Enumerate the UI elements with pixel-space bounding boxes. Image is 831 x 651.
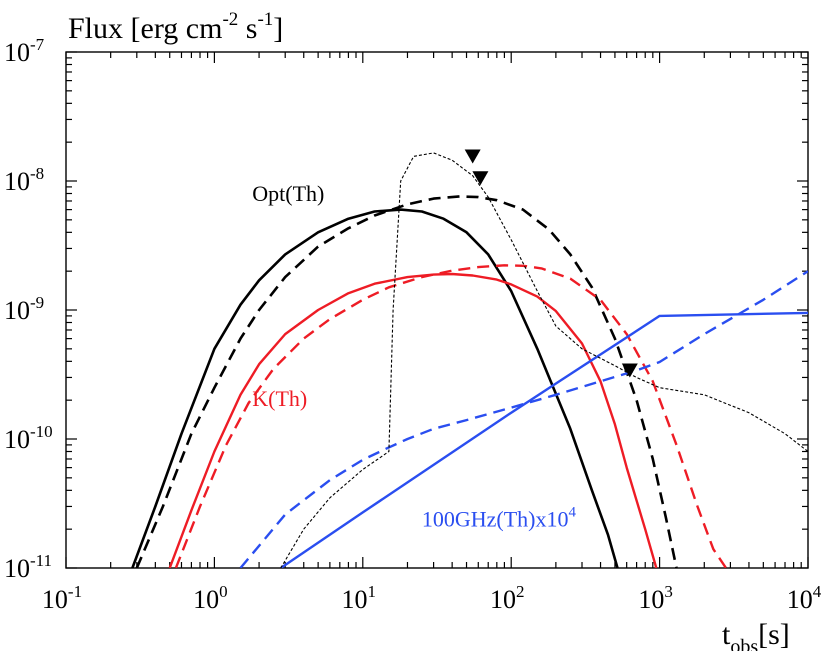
x-tick-label: 101 bbox=[342, 582, 377, 614]
upper-limit-marker bbox=[464, 149, 481, 164]
series-line-observed-thin-dashed bbox=[280, 152, 808, 568]
y-tick-label: 10-8 bbox=[4, 164, 44, 196]
series-label-100ghz-th-x10: 100GHz(Th)x104 bbox=[422, 504, 577, 531]
axes: 10-1 100 101 102 103 104 10-11 10-10 10-9 10-8 10-… bbox=[4, 35, 822, 614]
x-axis-title: tobs[s] bbox=[722, 618, 790, 651]
x-tick-label: 10-1 bbox=[42, 582, 82, 614]
x-tick-label: 102 bbox=[490, 582, 525, 614]
text-group: Opt(Th) K(Th) 100GHz(Th)x104 Flux [erg cm-2… bbox=[68, 9, 790, 651]
series-line-100ghz-th-x10-4-solid bbox=[280, 311, 808, 568]
series-group bbox=[131, 152, 808, 568]
y-tick-label: 10-10 bbox=[4, 422, 53, 454]
upper-limits-group bbox=[464, 149, 638, 378]
x-tick-label: 104 bbox=[787, 582, 822, 614]
series-line-100ghz-th-x10-4-dashed bbox=[239, 270, 808, 568]
upper-limit-marker bbox=[472, 171, 489, 186]
x-tick-label: 103 bbox=[638, 582, 673, 614]
series-label-k-th: K(Th) bbox=[252, 386, 307, 411]
x-tick-label: 100 bbox=[193, 582, 228, 614]
series-line-opt-th-dashed bbox=[135, 195, 678, 568]
y-tick-label: 10-11 bbox=[4, 551, 52, 583]
upper-limit-marker bbox=[621, 363, 638, 378]
series-line-opt-th-solid bbox=[131, 208, 619, 568]
plot-frame bbox=[65, 51, 809, 569]
series-line-k-th-dashed bbox=[174, 264, 727, 568]
y-axis-title: Flux [erg cm-2 s-1] bbox=[68, 9, 283, 45]
series-line-k-th-solid bbox=[168, 272, 658, 568]
y-tick-label: 10-7 bbox=[4, 35, 45, 67]
y-tick-label: 10-9 bbox=[4, 293, 44, 325]
series-label-opt-th: Opt(Th) bbox=[252, 181, 324, 206]
